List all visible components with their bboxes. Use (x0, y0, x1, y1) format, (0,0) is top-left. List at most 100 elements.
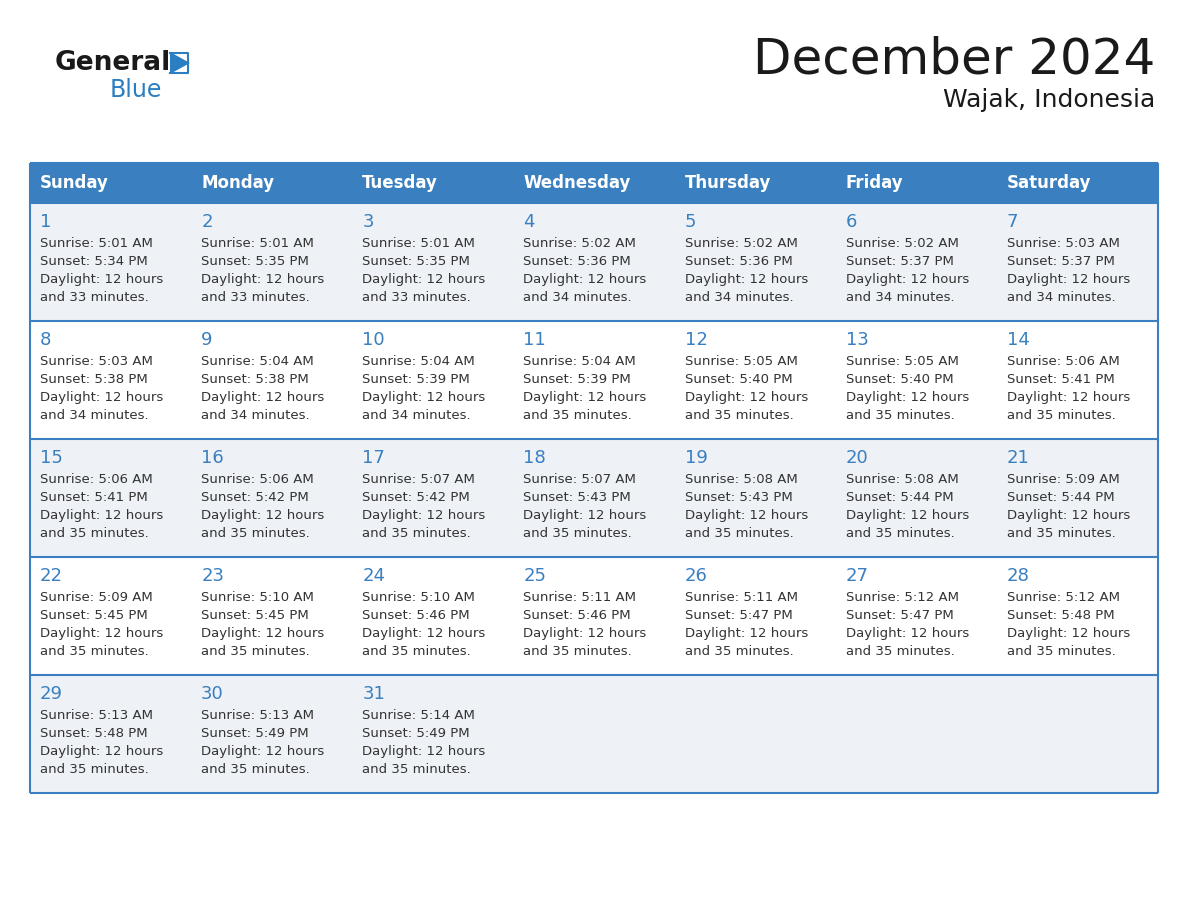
Text: and 34 minutes.: and 34 minutes. (362, 409, 470, 422)
Text: Sunrise: 5:04 AM: Sunrise: 5:04 AM (362, 355, 475, 368)
Text: Sunset: 5:39 PM: Sunset: 5:39 PM (524, 373, 631, 386)
Text: Sunday: Sunday (40, 174, 109, 192)
Text: Daylight: 12 hours: Daylight: 12 hours (201, 273, 324, 286)
Text: 2: 2 (201, 213, 213, 231)
Text: Sunset: 5:43 PM: Sunset: 5:43 PM (524, 491, 631, 504)
Text: Sunrise: 5:04 AM: Sunrise: 5:04 AM (524, 355, 637, 368)
Text: and 35 minutes.: and 35 minutes. (524, 409, 632, 422)
Text: 31: 31 (362, 685, 385, 703)
Bar (997, 163, 1158, 203)
Text: Sunrise: 5:03 AM: Sunrise: 5:03 AM (1007, 237, 1120, 250)
Text: Sunrise: 5:05 AM: Sunrise: 5:05 AM (684, 355, 797, 368)
Text: and 33 minutes.: and 33 minutes. (362, 291, 470, 304)
Text: 21: 21 (1007, 449, 1030, 467)
Text: 22: 22 (40, 567, 63, 585)
Text: Sunrise: 5:11 AM: Sunrise: 5:11 AM (524, 591, 637, 604)
Text: and 33 minutes.: and 33 minutes. (201, 291, 310, 304)
Text: 27: 27 (846, 567, 868, 585)
Text: and 35 minutes.: and 35 minutes. (362, 763, 470, 776)
Text: 1: 1 (40, 213, 51, 231)
Text: Wajak, Indonesia: Wajak, Indonesia (943, 88, 1155, 112)
Text: Sunset: 5:37 PM: Sunset: 5:37 PM (1007, 255, 1114, 268)
Bar (30, 557, 1158, 675)
Text: Sunset: 5:38 PM: Sunset: 5:38 PM (201, 373, 309, 386)
Text: and 35 minutes.: and 35 minutes. (40, 645, 148, 658)
Text: and 35 minutes.: and 35 minutes. (362, 645, 470, 658)
Text: Sunset: 5:35 PM: Sunset: 5:35 PM (362, 255, 470, 268)
Text: and 35 minutes.: and 35 minutes. (1007, 645, 1116, 658)
Bar (30, 675, 1158, 793)
Text: 4: 4 (524, 213, 535, 231)
Text: Sunset: 5:40 PM: Sunset: 5:40 PM (846, 373, 953, 386)
Text: Daylight: 12 hours: Daylight: 12 hours (40, 745, 163, 758)
Text: 30: 30 (201, 685, 223, 703)
Text: and 35 minutes.: and 35 minutes. (846, 645, 954, 658)
Text: Sunrise: 5:13 AM: Sunrise: 5:13 AM (40, 709, 153, 722)
Text: Sunset: 5:46 PM: Sunset: 5:46 PM (362, 609, 470, 622)
Text: Thursday: Thursday (684, 174, 771, 192)
Text: Sunrise: 5:07 AM: Sunrise: 5:07 AM (524, 473, 637, 486)
Text: Sunset: 5:42 PM: Sunset: 5:42 PM (362, 491, 470, 504)
Text: Sunset: 5:43 PM: Sunset: 5:43 PM (684, 491, 792, 504)
Text: Friday: Friday (846, 174, 903, 192)
Text: and 35 minutes.: and 35 minutes. (1007, 527, 1116, 540)
Text: Daylight: 12 hours: Daylight: 12 hours (40, 627, 163, 640)
Text: and 35 minutes.: and 35 minutes. (846, 527, 954, 540)
Text: Sunrise: 5:08 AM: Sunrise: 5:08 AM (846, 473, 959, 486)
Text: Sunrise: 5:08 AM: Sunrise: 5:08 AM (684, 473, 797, 486)
Text: Sunset: 5:40 PM: Sunset: 5:40 PM (684, 373, 792, 386)
Text: Sunset: 5:46 PM: Sunset: 5:46 PM (524, 609, 631, 622)
Text: and 35 minutes.: and 35 minutes. (684, 645, 794, 658)
Text: Sunrise: 5:02 AM: Sunrise: 5:02 AM (684, 237, 797, 250)
Text: Sunset: 5:47 PM: Sunset: 5:47 PM (846, 609, 954, 622)
Text: and 34 minutes.: and 34 minutes. (684, 291, 794, 304)
Text: Sunset: 5:36 PM: Sunset: 5:36 PM (524, 255, 631, 268)
Text: Sunset: 5:34 PM: Sunset: 5:34 PM (40, 255, 147, 268)
Text: Sunrise: 5:06 AM: Sunrise: 5:06 AM (201, 473, 314, 486)
Text: 6: 6 (846, 213, 857, 231)
Text: Daylight: 12 hours: Daylight: 12 hours (1007, 273, 1130, 286)
Bar (835, 163, 997, 203)
Bar (513, 163, 675, 203)
Text: 25: 25 (524, 567, 546, 585)
Text: 11: 11 (524, 331, 546, 349)
Text: and 34 minutes.: and 34 minutes. (201, 409, 310, 422)
Text: Sunset: 5:49 PM: Sunset: 5:49 PM (201, 727, 309, 740)
Text: Sunrise: 5:13 AM: Sunrise: 5:13 AM (201, 709, 314, 722)
Text: Sunset: 5:42 PM: Sunset: 5:42 PM (201, 491, 309, 504)
Text: Daylight: 12 hours: Daylight: 12 hours (846, 391, 969, 404)
Bar (30, 163, 191, 203)
Text: Sunrise: 5:02 AM: Sunrise: 5:02 AM (524, 237, 637, 250)
Text: and 35 minutes.: and 35 minutes. (201, 527, 310, 540)
Text: Sunrise: 5:10 AM: Sunrise: 5:10 AM (201, 591, 314, 604)
Text: and 35 minutes.: and 35 minutes. (1007, 409, 1116, 422)
Text: Daylight: 12 hours: Daylight: 12 hours (1007, 627, 1130, 640)
Text: Sunrise: 5:09 AM: Sunrise: 5:09 AM (40, 591, 153, 604)
Text: 26: 26 (684, 567, 707, 585)
Text: Sunset: 5:47 PM: Sunset: 5:47 PM (684, 609, 792, 622)
Text: 5: 5 (684, 213, 696, 231)
Text: and 35 minutes.: and 35 minutes. (362, 527, 470, 540)
Text: Daylight: 12 hours: Daylight: 12 hours (362, 509, 486, 522)
Text: Sunrise: 5:14 AM: Sunrise: 5:14 AM (362, 709, 475, 722)
Bar (191, 163, 353, 203)
Text: Daylight: 12 hours: Daylight: 12 hours (524, 509, 646, 522)
Polygon shape (170, 52, 190, 74)
Text: Sunset: 5:44 PM: Sunset: 5:44 PM (1007, 491, 1114, 504)
Text: General: General (55, 50, 171, 76)
Text: 19: 19 (684, 449, 707, 467)
Bar (30, 321, 1158, 439)
Text: Daylight: 12 hours: Daylight: 12 hours (684, 391, 808, 404)
Text: Sunrise: 5:04 AM: Sunrise: 5:04 AM (201, 355, 314, 368)
Text: Sunrise: 5:06 AM: Sunrise: 5:06 AM (1007, 355, 1119, 368)
Text: Daylight: 12 hours: Daylight: 12 hours (201, 627, 324, 640)
Bar (353, 163, 513, 203)
Text: and 33 minutes.: and 33 minutes. (40, 291, 148, 304)
Text: and 34 minutes.: and 34 minutes. (40, 409, 148, 422)
Text: and 35 minutes.: and 35 minutes. (524, 645, 632, 658)
Text: Sunset: 5:41 PM: Sunset: 5:41 PM (40, 491, 147, 504)
Text: and 35 minutes.: and 35 minutes. (40, 527, 148, 540)
Text: Tuesday: Tuesday (362, 174, 438, 192)
Text: 29: 29 (40, 685, 63, 703)
Text: and 34 minutes.: and 34 minutes. (846, 291, 954, 304)
